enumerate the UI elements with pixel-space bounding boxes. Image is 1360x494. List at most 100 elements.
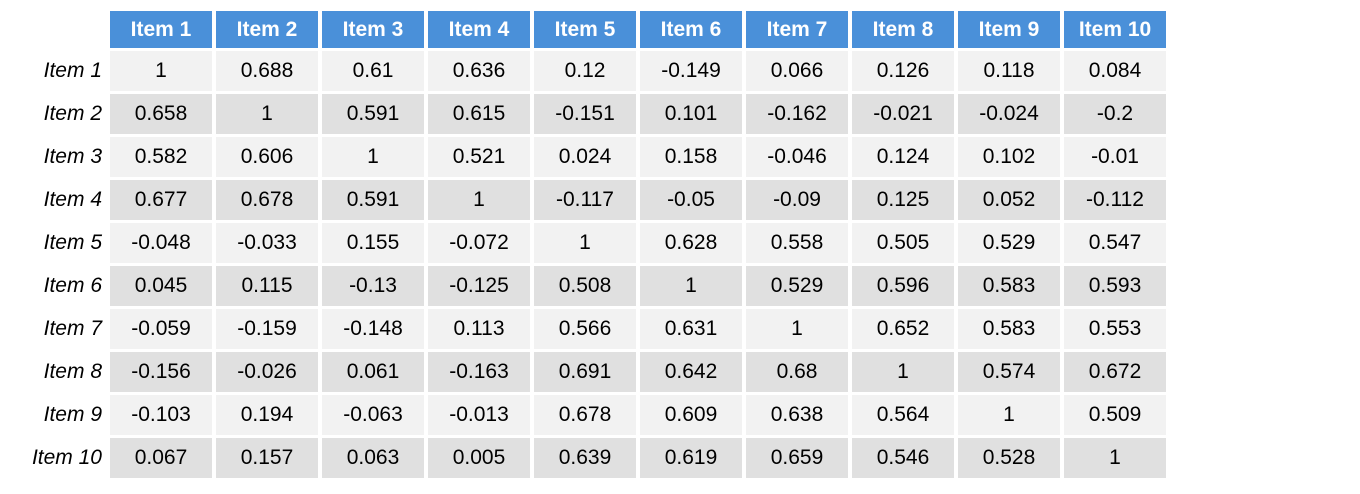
table-cell: 0.558 bbox=[746, 223, 848, 263]
table-cell: 0.642 bbox=[640, 352, 742, 392]
table-row: Item 10 0.067 0.157 0.063 0.005 0.639 0.619 0.6… bbox=[0, 438, 1166, 478]
table-cell: 0.12 bbox=[534, 51, 636, 91]
table-cell: -0.162 bbox=[746, 94, 848, 134]
table-cell: 0.631 bbox=[640, 309, 742, 349]
table-cell: 0.615 bbox=[428, 94, 530, 134]
table-cell: 0.509 bbox=[1064, 395, 1166, 435]
table-cell: 0.529 bbox=[746, 266, 848, 306]
table-cell: 0.583 bbox=[958, 266, 1060, 306]
column-header: Item 5 bbox=[534, 11, 636, 48]
table-cell: 0.547 bbox=[1064, 223, 1166, 263]
table-cell: 0.124 bbox=[852, 137, 954, 177]
table-cell: 0.68 bbox=[746, 352, 848, 392]
table-row: Item 4 0.677 0.678 0.591 1 -0.117 -0.05 -0.09 0.… bbox=[0, 180, 1166, 220]
table-cell: -0.117 bbox=[534, 180, 636, 220]
table-cell: 0.639 bbox=[534, 438, 636, 478]
table-cell: 0.102 bbox=[958, 137, 1060, 177]
table-cell: -0.156 bbox=[110, 352, 212, 392]
column-header: Item 4 bbox=[428, 11, 530, 48]
table-cell: -0.09 bbox=[746, 180, 848, 220]
table-cell: -0.026 bbox=[216, 352, 318, 392]
table-cell: 0.508 bbox=[534, 266, 636, 306]
table-row: Item 9 -0.103 0.194 -0.063 -0.013 0.678 0.609 0… bbox=[0, 395, 1166, 435]
table-cell: 0.158 bbox=[640, 137, 742, 177]
table-cell: 0.691 bbox=[534, 352, 636, 392]
row-header: Item 3 bbox=[43, 145, 102, 168]
table-cell: 0.125 bbox=[852, 180, 954, 220]
table-cell: 0.063 bbox=[322, 438, 424, 478]
table-cell: -0.103 bbox=[110, 395, 212, 435]
table-cell: -0.046 bbox=[746, 137, 848, 177]
table-cell: 1 bbox=[110, 51, 212, 91]
table-cell: 0.659 bbox=[746, 438, 848, 478]
row-header: Item 4 bbox=[43, 188, 102, 211]
table-cell: -0.05 bbox=[640, 180, 742, 220]
table-cell: -0.059 bbox=[110, 309, 212, 349]
table-cell: 0.061 bbox=[322, 352, 424, 392]
row-header: Item 2 bbox=[43, 102, 102, 125]
table-cell: 0.505 bbox=[852, 223, 954, 263]
table-cell: 0.024 bbox=[534, 137, 636, 177]
column-header: Item 9 bbox=[958, 11, 1060, 48]
table-cell: 0.118 bbox=[958, 51, 1060, 91]
table-cell: 0.529 bbox=[958, 223, 1060, 263]
column-header: Item 6 bbox=[640, 11, 742, 48]
table-cell: 0.113 bbox=[428, 309, 530, 349]
table-cell: 0.593 bbox=[1064, 266, 1166, 306]
column-header: Item 7 bbox=[746, 11, 848, 48]
row-header: Item 6 bbox=[43, 274, 102, 297]
table-cell: 0.045 bbox=[110, 266, 212, 306]
table-cell: 1 bbox=[852, 352, 954, 392]
column-header: Item 1 bbox=[110, 11, 212, 48]
table-cell: -0.048 bbox=[110, 223, 212, 263]
table-cell: -0.013 bbox=[428, 395, 530, 435]
table-cell: 0.126 bbox=[852, 51, 954, 91]
table-cell: 0.157 bbox=[216, 438, 318, 478]
correlation-table-container: Item 1 Item 2 Item 3 Item 4 Item 5 Item 6 Item… bbox=[0, 8, 1170, 481]
header-row: Item 1 Item 2 Item 3 Item 4 Item 5 Item 6 Item… bbox=[0, 11, 1166, 48]
table-cell: 1 bbox=[640, 266, 742, 306]
table-row: Item 3 0.582 0.606 1 0.521 0.024 0.158 -0.046 0.… bbox=[0, 137, 1166, 177]
table-cell: -0.112 bbox=[1064, 180, 1166, 220]
table-cell: 0.628 bbox=[640, 223, 742, 263]
table-cell: 0.619 bbox=[640, 438, 742, 478]
table-cell: 0.194 bbox=[216, 395, 318, 435]
table-cell: 0.521 bbox=[428, 137, 530, 177]
table-cell: 0.084 bbox=[1064, 51, 1166, 91]
table-cell: 0.688 bbox=[216, 51, 318, 91]
table-cell: 0.636 bbox=[428, 51, 530, 91]
table-cell: 0.609 bbox=[640, 395, 742, 435]
table-cell: 1 bbox=[322, 137, 424, 177]
table-cell: 0.067 bbox=[110, 438, 212, 478]
table-cell: 0.658 bbox=[110, 94, 212, 134]
table-cell: 0.638 bbox=[746, 395, 848, 435]
table-row: Item 8 -0.156 -0.026 0.061 -0.163 0.691 0.642 0… bbox=[0, 352, 1166, 392]
table-row: Item 6 0.045 0.115 -0.13 -0.125 0.508 1 0.529 0.… bbox=[0, 266, 1166, 306]
table-cell: 0.672 bbox=[1064, 352, 1166, 392]
table-cell: 0.052 bbox=[958, 180, 1060, 220]
table-cell: -0.163 bbox=[428, 352, 530, 392]
table-cell: 1 bbox=[746, 309, 848, 349]
table-row: Item 1 1 0.688 0.61 0.636 0.12 -0.149 0.066 0.12… bbox=[0, 51, 1166, 91]
table-cell: 0.553 bbox=[1064, 309, 1166, 349]
table-row: Item 7 -0.059 -0.159 -0.148 0.113 0.566 0.631 1… bbox=[0, 309, 1166, 349]
table-cell: -0.149 bbox=[640, 51, 742, 91]
table-cell: 0.591 bbox=[322, 94, 424, 134]
table-cell: 0.606 bbox=[216, 137, 318, 177]
correlation-table: Item 1 Item 2 Item 3 Item 4 Item 5 Item 6 Item… bbox=[0, 8, 1170, 481]
table-row: Item 2 0.658 1 0.591 0.615 -0.151 0.101 -0.162-… bbox=[0, 94, 1166, 134]
column-header: Item 8 bbox=[852, 11, 954, 48]
table-cell: 0.583 bbox=[958, 309, 1060, 349]
table-cell: 0.066 bbox=[746, 51, 848, 91]
table-cell: -0.151 bbox=[534, 94, 636, 134]
table-cell: -0.2 bbox=[1064, 94, 1166, 134]
row-header: Item 1 bbox=[43, 59, 102, 82]
table-cell: 0.564 bbox=[852, 395, 954, 435]
column-header: Item 3 bbox=[322, 11, 424, 48]
table-cell: -0.063 bbox=[322, 395, 424, 435]
table-cell: 0.528 bbox=[958, 438, 1060, 478]
table-cell: -0.13 bbox=[322, 266, 424, 306]
table-cell: 1 bbox=[1064, 438, 1166, 478]
row-header: Item 5 bbox=[43, 231, 102, 254]
table-cell: 0.678 bbox=[216, 180, 318, 220]
